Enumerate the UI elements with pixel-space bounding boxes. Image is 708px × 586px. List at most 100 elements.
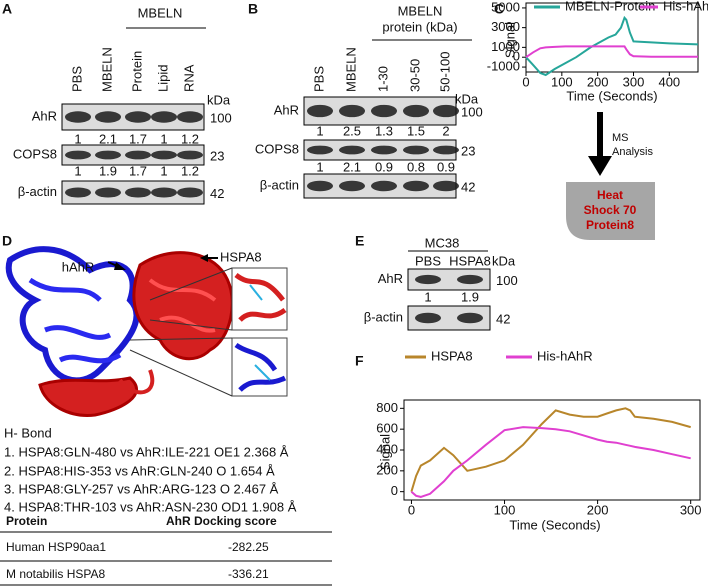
arrow-label: MS [612,132,629,144]
quant-label: 1 [160,131,167,146]
panel-label: B [248,1,258,17]
lane-label: HSPA8 [449,253,491,268]
blot-band [307,180,333,192]
legend-label: His-hAhR [537,348,593,363]
lane-label: 30-50 [407,59,422,92]
blot-band [339,145,365,155]
hbond-line: 3. HSPA8:GLY-257 vs AhR:ARG-123 O 2.467 … [4,481,279,496]
blot-band [151,187,177,198]
x-tick-label: 0 [408,502,415,517]
quant-label: 1.5 [407,123,425,138]
kda-label: 100 [496,273,518,288]
legend-label: MBELN-Protein [565,0,655,13]
x-axis-label: Time (Seconds) [509,517,600,532]
kda-label: 100 [461,104,483,119]
kda-label: 42 [461,179,475,194]
kda-label: 100 [210,110,232,125]
lane-label: 50-100 [437,52,452,92]
blot-band [95,111,121,123]
lane-label: PBS [415,253,441,268]
row-label: β-actin [364,309,403,324]
blot-band [403,145,429,155]
blot-band [151,111,177,123]
x-tick-label: 0 [522,74,529,89]
blot-band [339,180,365,192]
x-tick-label: 200 [587,74,609,89]
group-label: MBELN [398,3,443,18]
x-tick-label: 400 [658,74,680,89]
y-tick-label: 400 [376,441,398,456]
blot-band [177,187,203,198]
table-header: AhR Docking score [166,514,277,528]
row-label: COPS8 [13,146,57,161]
x-axis-label: Time (Seconds) [566,88,657,103]
group-label: protein (kDa) [382,19,457,34]
legend-label: His-hAhR [663,0,708,13]
table-cell: Human HSP90aa1 [6,540,106,554]
y-tick-label: 5000 [491,0,520,14]
y-tick-label: 200 [376,462,398,477]
blot-band [403,180,429,192]
result-text: Heat [597,188,623,202]
x-tick-label: 100 [551,74,573,89]
legend-label: HSPA8 [431,348,473,363]
y-tick-label: -1000 [487,59,520,74]
quant-label: 1.9 [461,289,479,304]
y-axis-label: Signal [377,434,392,470]
y-tick-label: 800 [376,400,398,415]
lane-label: 1-30 [375,66,390,92]
blot-band [307,145,333,155]
panel-label: E [355,233,364,249]
blot-band [65,150,91,160]
lane-label: Protein [129,51,144,92]
series-line [525,15,699,77]
blot-band [371,145,397,155]
panel-label: F [355,353,364,369]
quant-label: 1 [316,159,323,174]
plot-frame [525,2,699,73]
lane-label: MBELN [343,47,358,92]
panel-label: D [2,233,12,249]
table-cell: -336.21 [228,567,269,581]
y-tick-label: 0 [513,49,520,64]
row-label: AhR [32,108,57,123]
blot-band [125,187,151,198]
protein-label: hAhR [62,259,95,274]
blot-band [65,187,91,198]
blot-band [95,187,121,198]
table-cell: -282.25 [228,540,269,554]
protein-label: HSPA8 [220,249,262,264]
unit-label: kDa [492,253,516,268]
y-tick-label: 1000 [491,39,520,54]
blot-band [433,104,459,118]
blot-band [433,180,459,192]
blot-band [125,150,151,160]
x-tick-label: 200 [587,502,609,517]
kda-label: 42 [210,186,224,201]
blot-band [457,312,483,324]
result-text: Protein8 [586,218,634,232]
blot-band [371,104,397,118]
lane-label: PBS [311,66,326,92]
y-tick-label: 0 [391,483,398,498]
blot-band [95,150,121,160]
row-label: β-actin [260,177,299,192]
x-tick-label: 300 [623,74,645,89]
quant-label: 1.2 [181,163,199,178]
blot-band [125,111,151,123]
x-tick-label: 300 [680,502,702,517]
blot-band [307,104,333,118]
series-line [410,426,691,498]
kda-label: 23 [210,148,224,163]
panel-label: A [2,1,12,17]
quant-label: 0.9 [437,159,455,174]
hbond-line: 4. HSPA8:THR-103 vs AhR:ASN-230 OD1 1.90… [4,499,297,514]
unit-label: kDa [455,91,479,106]
y-axis-label: Signal [502,22,517,58]
y-tick-label: 3000 [491,19,520,34]
series-line [525,45,698,59]
x-tick-label: 100 [494,502,516,517]
docking-structure [5,246,288,417]
blot-band [415,274,441,285]
quant-label: 0.8 [407,159,425,174]
